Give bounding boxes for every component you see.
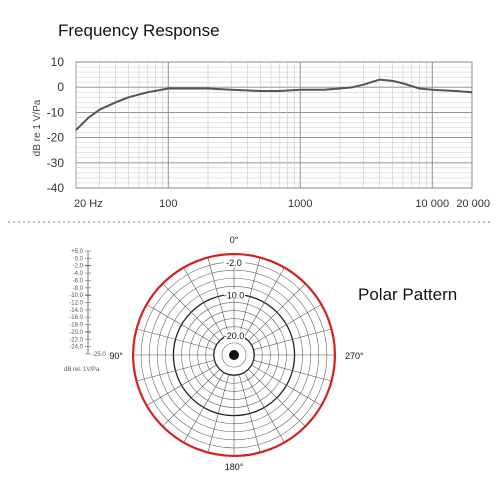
angle-label: 90° [109,351,123,361]
polar-series [131,252,337,458]
polar-spoke [146,364,217,406]
scale-tick-label: -2.0 [73,264,84,270]
polar-center [229,350,239,360]
y-tick-label: -40 [47,181,65,195]
polar-spoke [162,369,220,427]
polar-spoke [183,372,225,443]
frequency-response-grid [75,61,473,189]
polar-spoke [251,304,322,346]
scale-tick-label: -24.0 [69,345,83,351]
y-tick-label: -10 [47,105,65,119]
scale-tick-label: 0.0 [75,256,84,262]
scale-tick-label: -22.0 [69,337,83,343]
polar-spoke [207,257,230,336]
polar-spoke [248,369,306,427]
scale-tick-label: -6.0 [73,278,84,284]
ring-label: -10.0 [224,290,245,300]
x-tick-label: 20 000 [456,198,490,210]
plot-frame [75,61,473,189]
x-tick-label: 1000 [288,198,312,210]
ring-label: -20.0 [224,331,245,341]
scale-tick-label: -4.0 [73,271,84,277]
x-tick-label: 10 000 [415,198,449,210]
y-tick-label: 10 [51,55,65,69]
scale-tick-label: -20.0 [69,330,83,336]
polar-ring [221,342,247,368]
scale-tick-label: -16.0 [69,315,83,321]
frequency-response-title: Frequency Response [58,21,220,40]
ring-label-background [224,329,245,340]
scale-label: dB rel. 1V/Pa [64,367,100,373]
polar-spoke [146,304,217,346]
ring-label-background [224,289,245,300]
ring-label-background [224,257,245,268]
polar-spoke [162,283,220,341]
frequency-response-series [75,78,473,131]
y-tick-label: -30 [47,156,65,170]
polar-spoke [136,328,215,351]
polar-pattern-curve [131,252,337,458]
frequency-response-chart: Frequency Response dB re 1 V/Pa 100-10-2… [32,21,490,210]
y-tick-label: 0 [57,80,64,94]
polar-pattern-title: Polar Pattern [358,285,457,304]
scale-tick-label: -8.0 [73,286,84,292]
angle-label: 0° [230,235,239,245]
x-tick-label: 100 [159,198,177,210]
x-tick-label: 20 Hz [74,198,103,210]
polar-spoke [243,372,285,443]
scale-tick-label: +5.0 [71,249,84,255]
angle-label: 270° [345,351,364,361]
polar-level-scale: +5.00.0-2.0-4.0-6.0-8.0-10.0-12.0-14.0-1… [64,249,106,373]
polar-spoke [136,359,215,382]
polar-spoke [183,267,225,338]
polar-pattern-chart: -2.0-10.0-20.00°90°180°270° +5.00.0-2.0-… [64,235,457,472]
y-tick-label: -20 [47,131,65,145]
scale-tick-label: -10.0 [69,293,83,299]
polar-spoke [238,257,261,336]
scale-tick-label: -25.0 [92,352,106,358]
polar-labels: -2.0 -10.0 -20.0 0° 90° 180° 270° [109,235,364,472]
polar-spoke [207,374,230,453]
angle-label: 180° [225,462,244,472]
polar-spoke [248,283,306,341]
scale-tick-label: -12.0 [69,301,83,307]
scale-tick-label: -18.0 [69,323,83,329]
polar-spoke [238,374,261,453]
polar-spoke [253,328,332,351]
polar-spoke [243,267,285,338]
frequency-response-y-axis-label: dB re 1 V/Pa [32,99,43,156]
polar-spoke [251,364,322,406]
ring-label: -2.0 [226,258,242,268]
scale-tick-label: -14.0 [69,308,83,314]
polar-spoke [253,359,332,382]
frequency-response-curve [75,78,473,131]
